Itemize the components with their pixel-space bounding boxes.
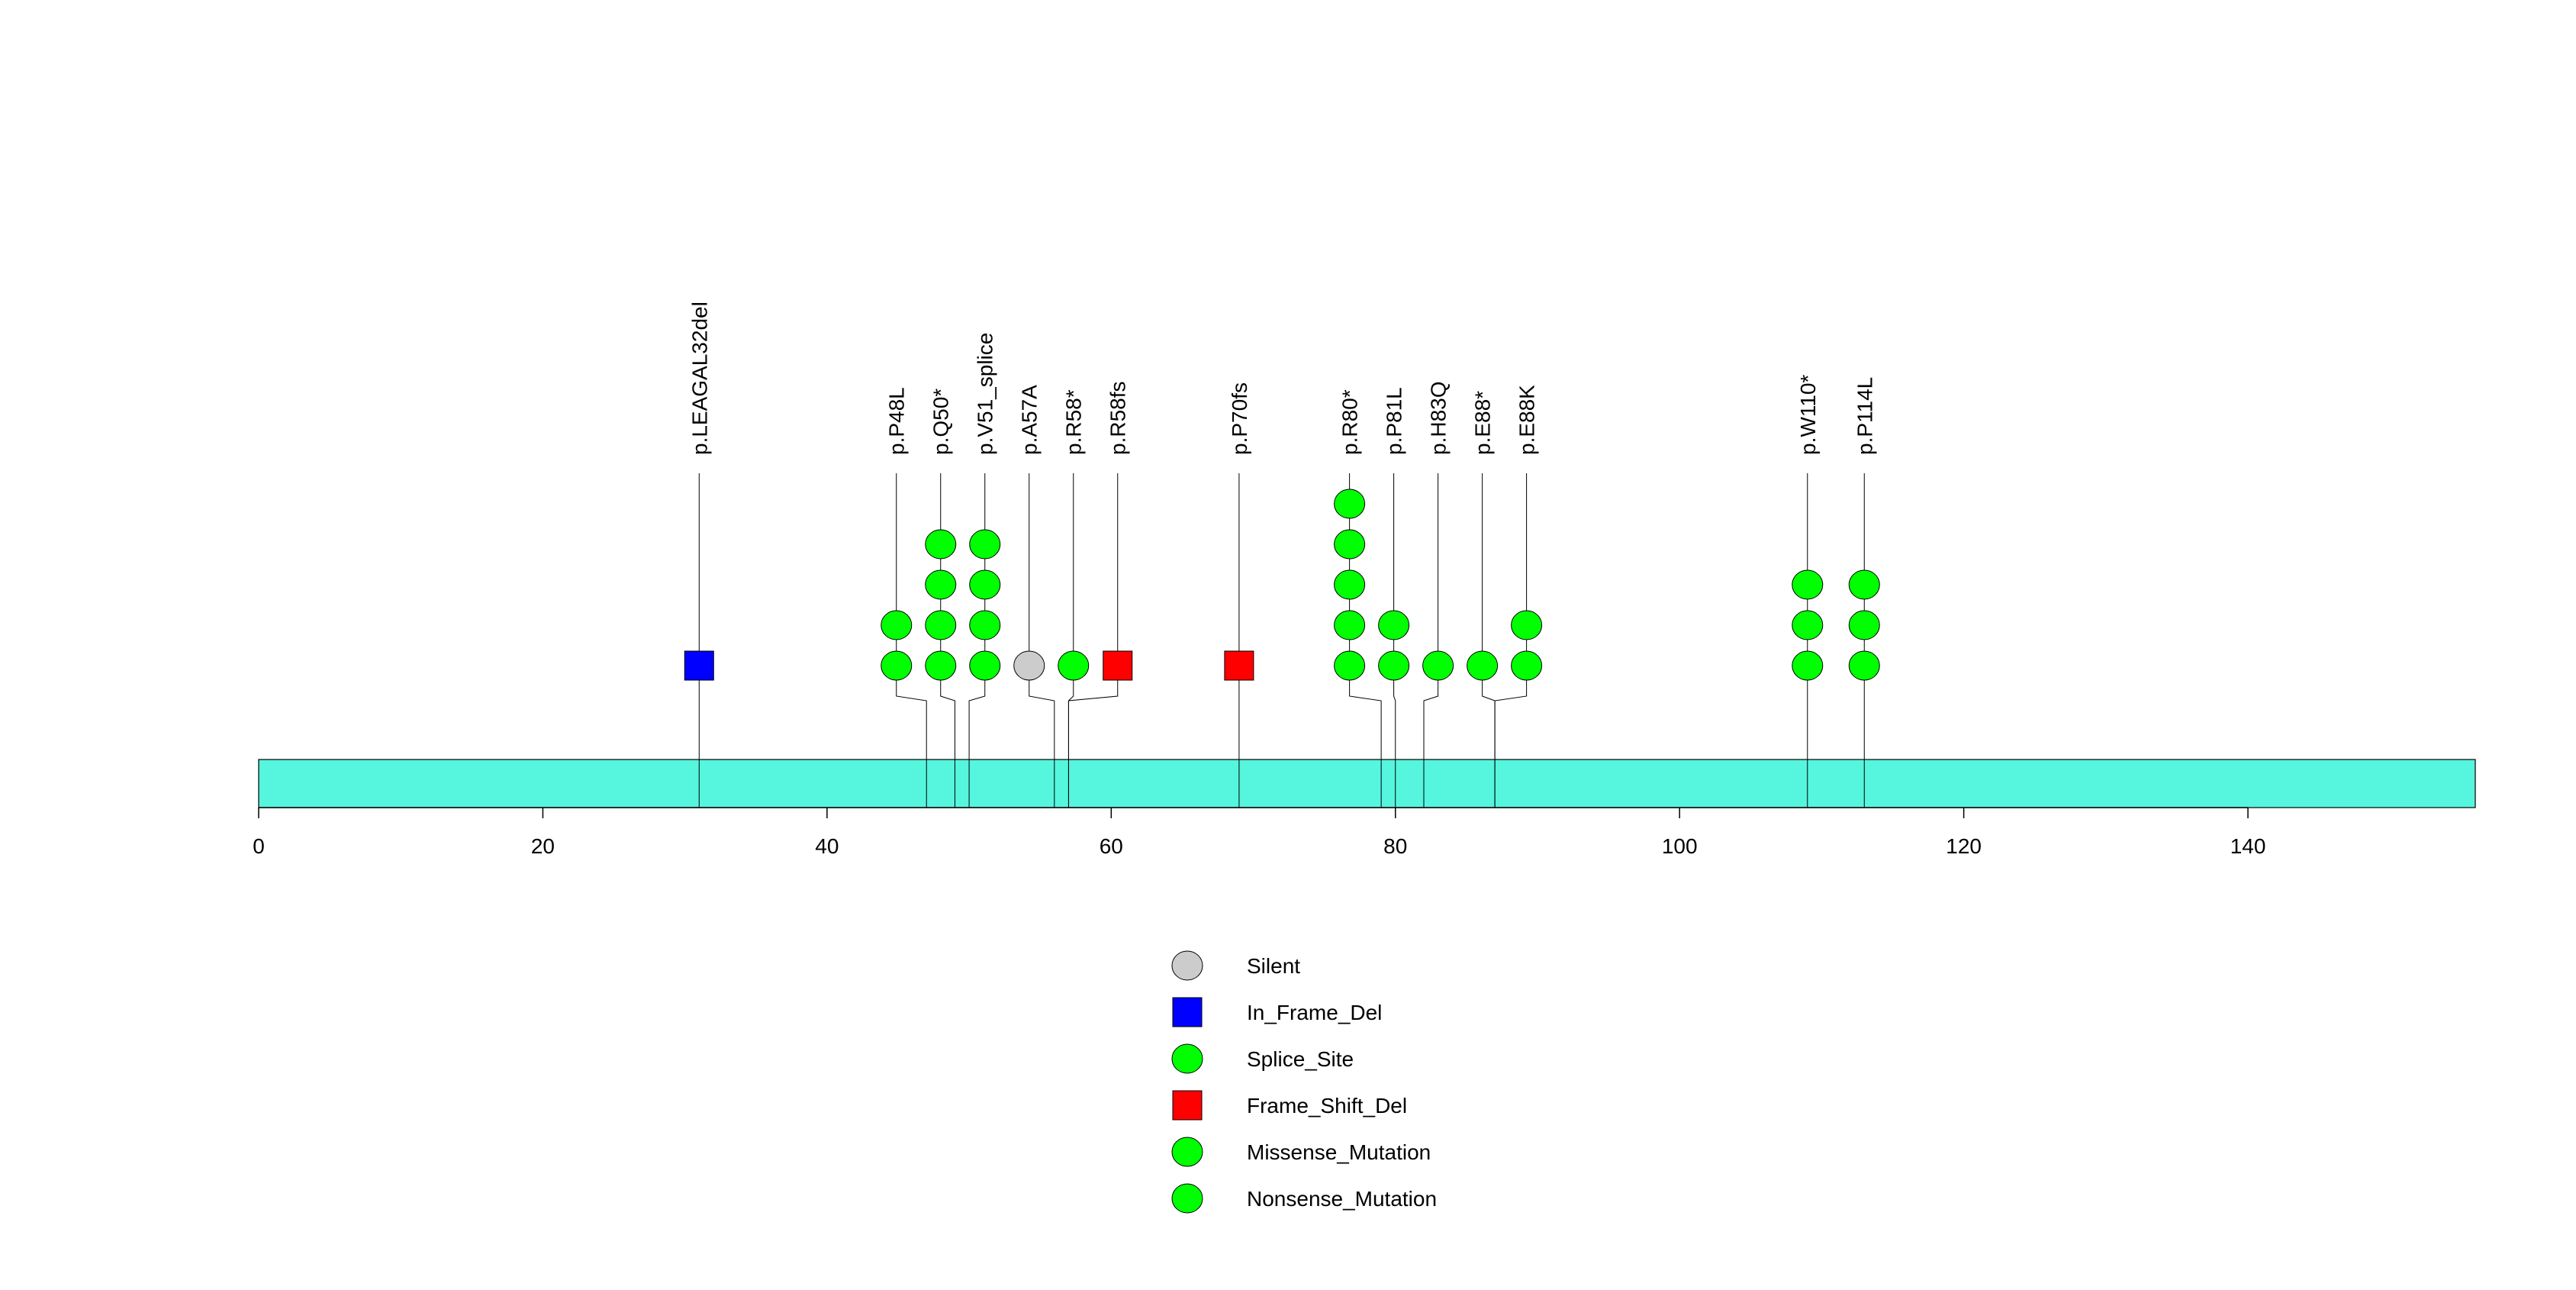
x-axis-tick-label: 100 <box>1662 834 1698 858</box>
mutation-stem <box>1067 473 1074 759</box>
mutation-label: p.LEAGAL32del <box>687 302 711 455</box>
legend-marker-circle <box>1171 1183 1203 1214</box>
mutation-marker-circle[interactable] <box>1334 650 1366 681</box>
mutation-marker-circle[interactable] <box>1792 650 1824 681</box>
mutation-marker-circle[interactable] <box>1422 650 1454 681</box>
legend-label: Nonsense_Mutation <box>1247 1187 1437 1211</box>
mutation-marker-circle[interactable] <box>1334 489 1366 519</box>
legend-label: Missense_Mutation <box>1247 1140 1431 1164</box>
x-axis-tick-label: 40 <box>815 834 839 858</box>
mutation-marker-circle[interactable] <box>881 610 913 640</box>
mutation-marker-circle[interactable] <box>1511 650 1543 681</box>
mutation-label: p.H83Q <box>1427 382 1451 456</box>
mutation-label: p.P114L <box>1853 377 1876 455</box>
legend-label: In_Frame_Del <box>1247 1001 1382 1024</box>
mutation-marker-circle[interactable] <box>1848 650 1880 681</box>
mutation-stem <box>1482 473 1496 759</box>
mutation-marker-circle[interactable] <box>1792 610 1824 640</box>
mutation-marker-circle[interactable] <box>925 569 957 600</box>
mutation-stem <box>1494 473 1528 759</box>
mutation-label: p.R80* <box>1338 389 1362 455</box>
mutation-marker-circle[interactable] <box>1058 650 1090 681</box>
mutation-marker-circle[interactable] <box>1848 569 1880 600</box>
mutation-label: p.R58* <box>1062 389 1086 455</box>
mutation-label: p.Q50* <box>929 389 953 455</box>
mutation-stem <box>896 473 927 759</box>
mutation-marker-square[interactable] <box>1103 650 1133 681</box>
mutation-marker-circle[interactable] <box>1792 569 1824 600</box>
mutation-label: p.P48L <box>885 387 909 455</box>
mutation-marker-circle[interactable] <box>925 529 957 560</box>
mutation-label: p.P70fs <box>1228 382 1251 455</box>
mutation-marker-square[interactable] <box>1224 650 1254 681</box>
mutation-marker-circle[interactable] <box>1378 610 1410 640</box>
legend-marker-circle <box>1171 1043 1203 1074</box>
mutation-stem <box>1423 473 1439 759</box>
mutation-marker-circle[interactable] <box>1467 650 1499 681</box>
mutation-label: p.A57A <box>1018 385 1042 455</box>
mutation-marker-circle[interactable] <box>1334 569 1366 600</box>
mutation-marker-circle[interactable] <box>925 610 957 640</box>
mutation-marker-circle[interactable] <box>881 650 913 681</box>
x-axis-tick-label: 120 <box>1946 834 1982 858</box>
protein-domain-bar <box>258 759 2476 808</box>
legend-marker-circle <box>1171 1137 1203 1167</box>
mutation-marker-circle[interactable] <box>1334 610 1366 640</box>
mutation-stem <box>1393 473 1396 759</box>
mutation-marker-circle[interactable] <box>1511 610 1543 640</box>
mutation-marker-square[interactable] <box>684 650 714 681</box>
mutation-marker-circle[interactable] <box>1013 650 1045 681</box>
mutation-label: p.V51_splice <box>974 333 997 455</box>
mutation-marker-circle[interactable] <box>969 569 1001 600</box>
mutation-marker-circle[interactable] <box>1334 529 1366 560</box>
mutation-stem <box>1067 473 1119 759</box>
mutation-marker-circle[interactable] <box>1378 650 1410 681</box>
x-axis-tick-label: 80 <box>1383 834 1407 858</box>
legend-marker-circle <box>1171 950 1203 981</box>
legend-marker-square <box>1172 1090 1203 1121</box>
x-axis-tick-label: 140 <box>2230 834 2266 858</box>
mutation-marker-circle[interactable] <box>969 529 1001 560</box>
mutation-label: p.W110* <box>1796 375 1820 455</box>
mutation-label: p.P81L <box>1383 387 1406 455</box>
mutation-marker-circle[interactable] <box>969 610 1001 640</box>
mutation-marker-circle[interactable] <box>925 650 957 681</box>
x-axis-tick-label: 0 <box>253 834 265 858</box>
mutation-label: p.E88K <box>1515 385 1539 455</box>
x-axis-tick-label: 60 <box>1100 834 1123 858</box>
mutation-label: p.R58fs <box>1106 382 1130 456</box>
mutation-label: p.E88* <box>1471 391 1495 455</box>
legend-label: Frame_Shift_Del <box>1247 1094 1407 1117</box>
x-axis-tick-label: 20 <box>531 834 555 858</box>
mutation-marker-circle[interactable] <box>969 650 1001 681</box>
mutation-marker-circle[interactable] <box>1848 610 1880 640</box>
legend-label: Silent <box>1247 954 1300 978</box>
legend-label: Splice_Site <box>1247 1047 1354 1071</box>
mutation-stem <box>1029 473 1055 759</box>
legend-marker-square <box>1172 997 1203 1027</box>
